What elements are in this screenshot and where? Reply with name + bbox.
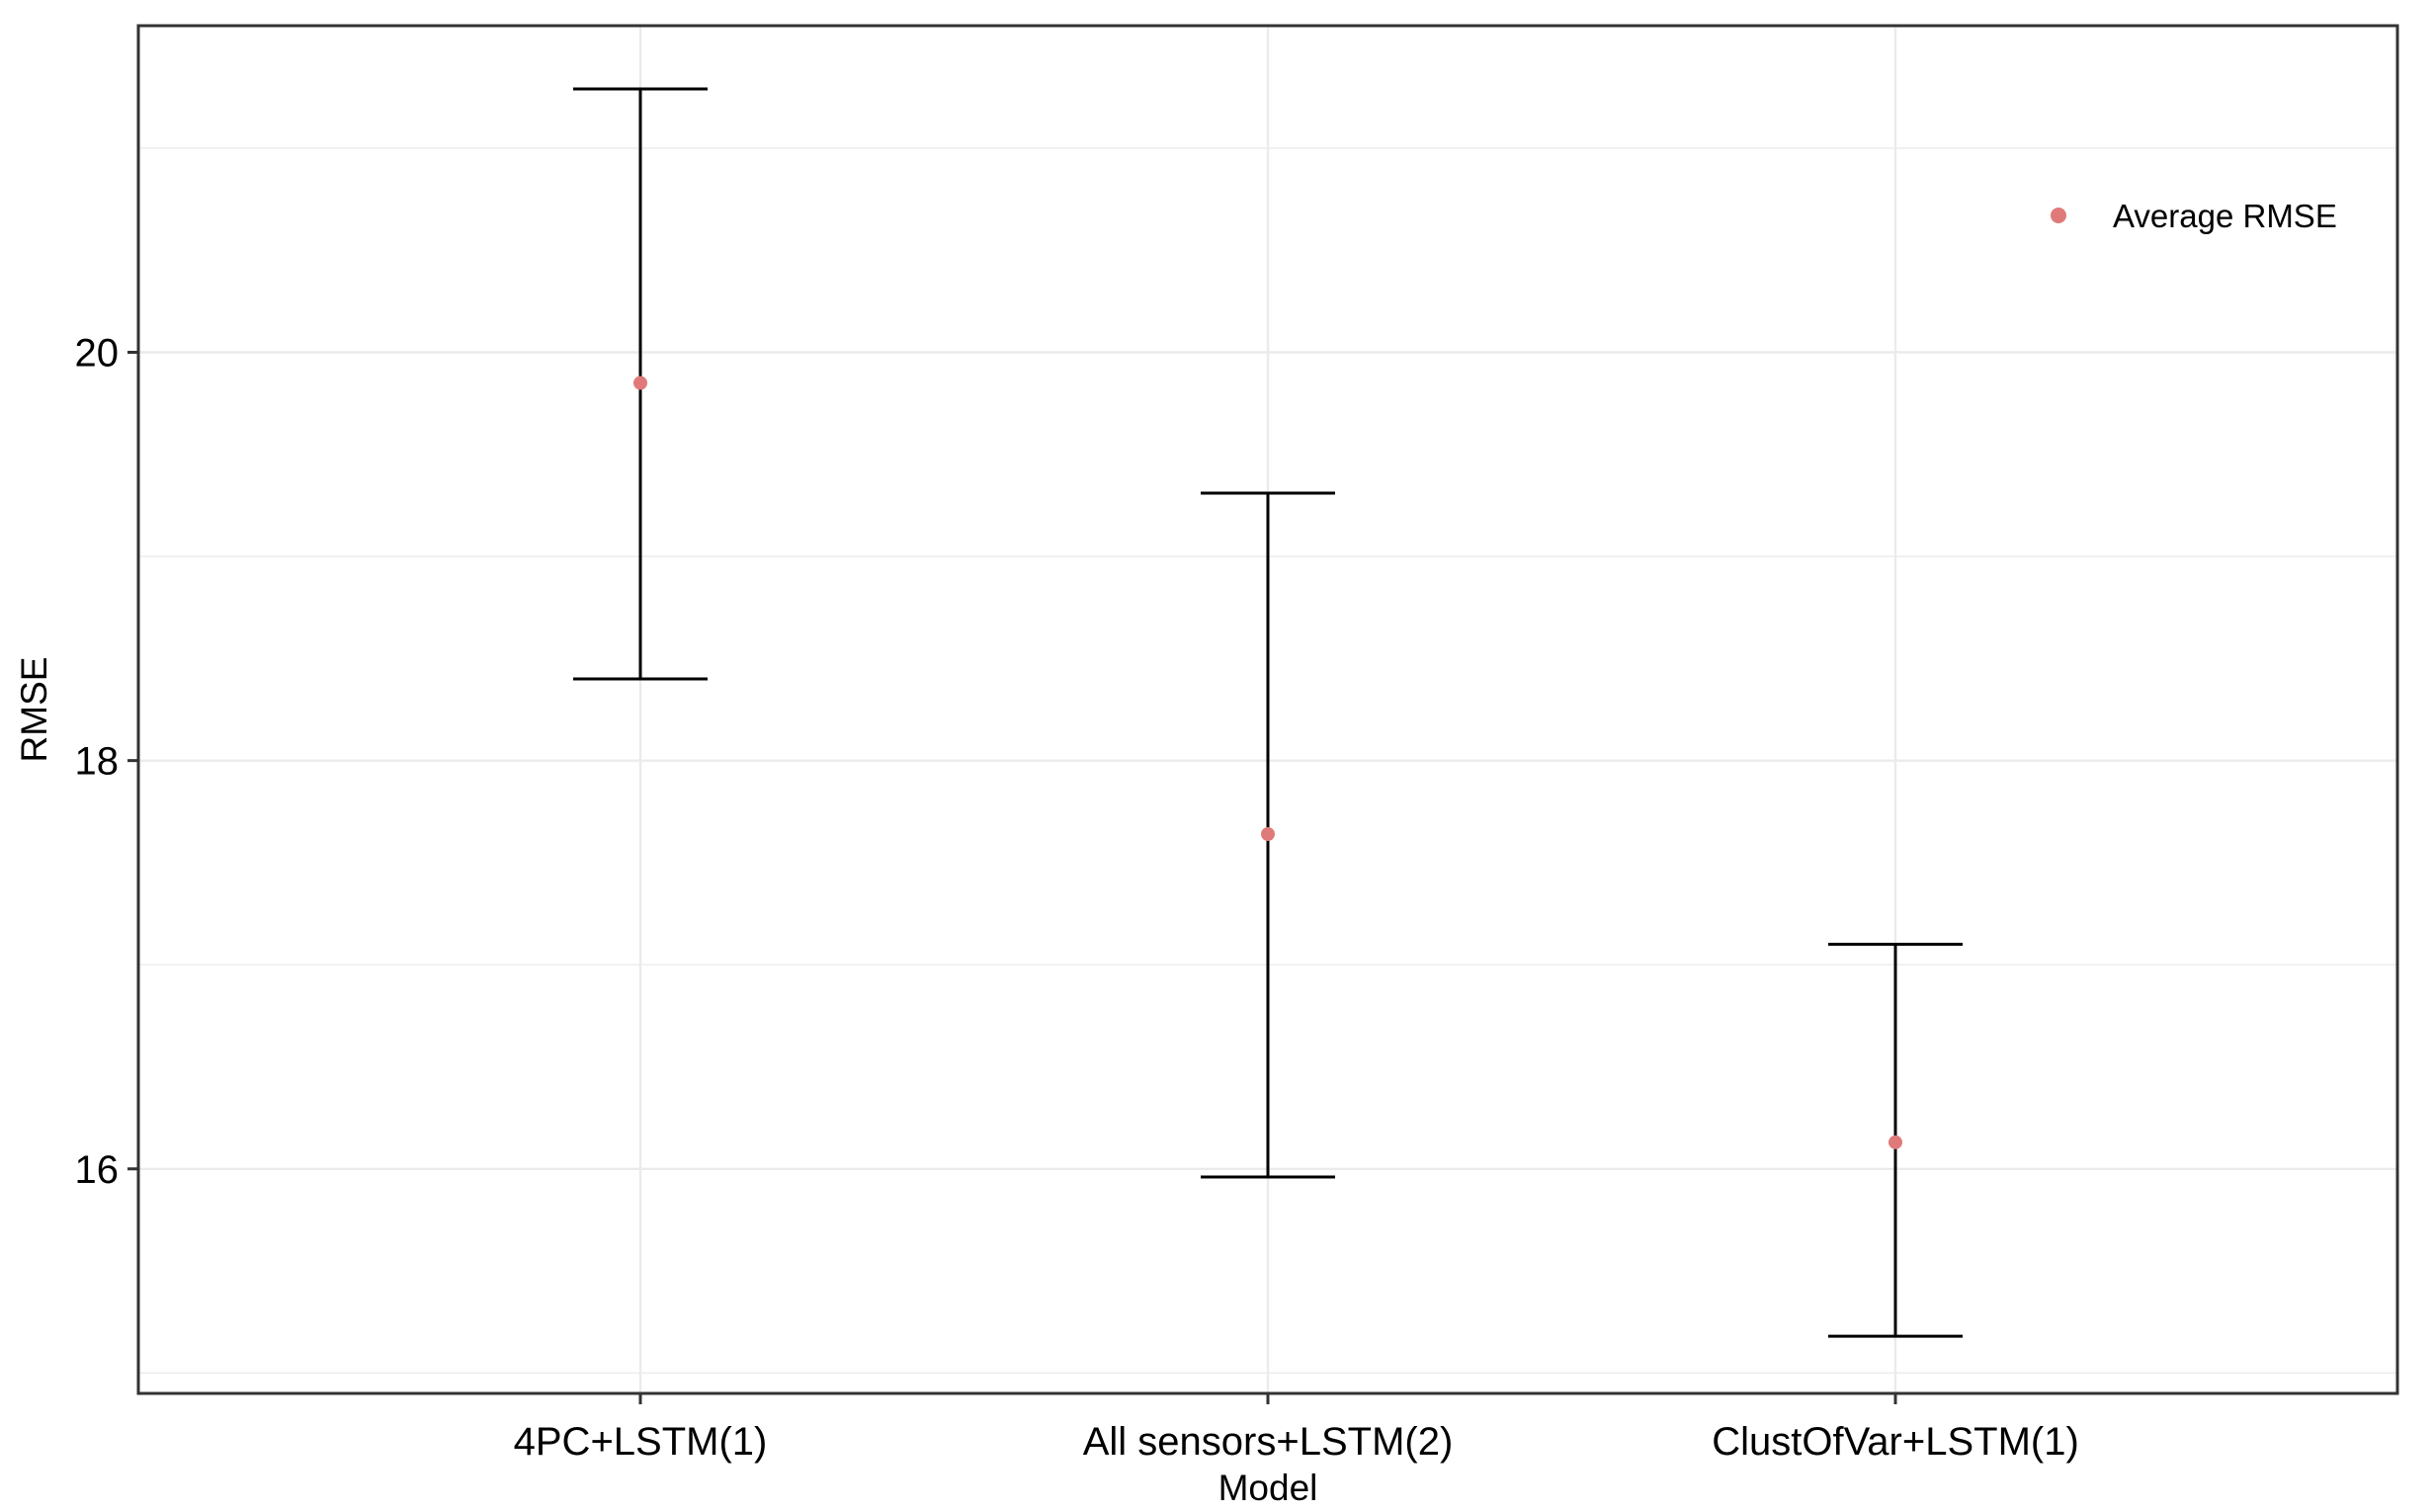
average-points	[633, 376, 1902, 1149]
y-tick-label: 16	[75, 1148, 120, 1192]
legend-key-point	[2051, 208, 2066, 223]
x-tick-label: ClustOfVar+LSTM(1)	[1712, 1420, 2079, 1464]
y-axis-title: RMSE	[14, 657, 54, 763]
y-tick-label: 18	[75, 740, 120, 784]
x-axis-title: Model	[1218, 1468, 1318, 1508]
average-rmse-point	[1261, 827, 1275, 842]
average-rmse-point	[633, 376, 647, 390]
x-tick-label: 4PC+LSTM(1)	[514, 1420, 768, 1464]
legend-label: Average RMSE	[2113, 198, 2337, 234]
legend: Average RMSE	[2051, 198, 2337, 234]
y-tick-label: 20	[75, 332, 120, 376]
y-axis-ticks: 16 18 20	[75, 332, 138, 1192]
x-axis-ticks: 4PC+LSTM(1) All sensors+LSTM(2) ClustOfVar…	[514, 1393, 2079, 1464]
x-tick-label: All sensors+LSTM(2)	[1083, 1420, 1454, 1464]
average-rmse-point	[1888, 1134, 1902, 1149]
